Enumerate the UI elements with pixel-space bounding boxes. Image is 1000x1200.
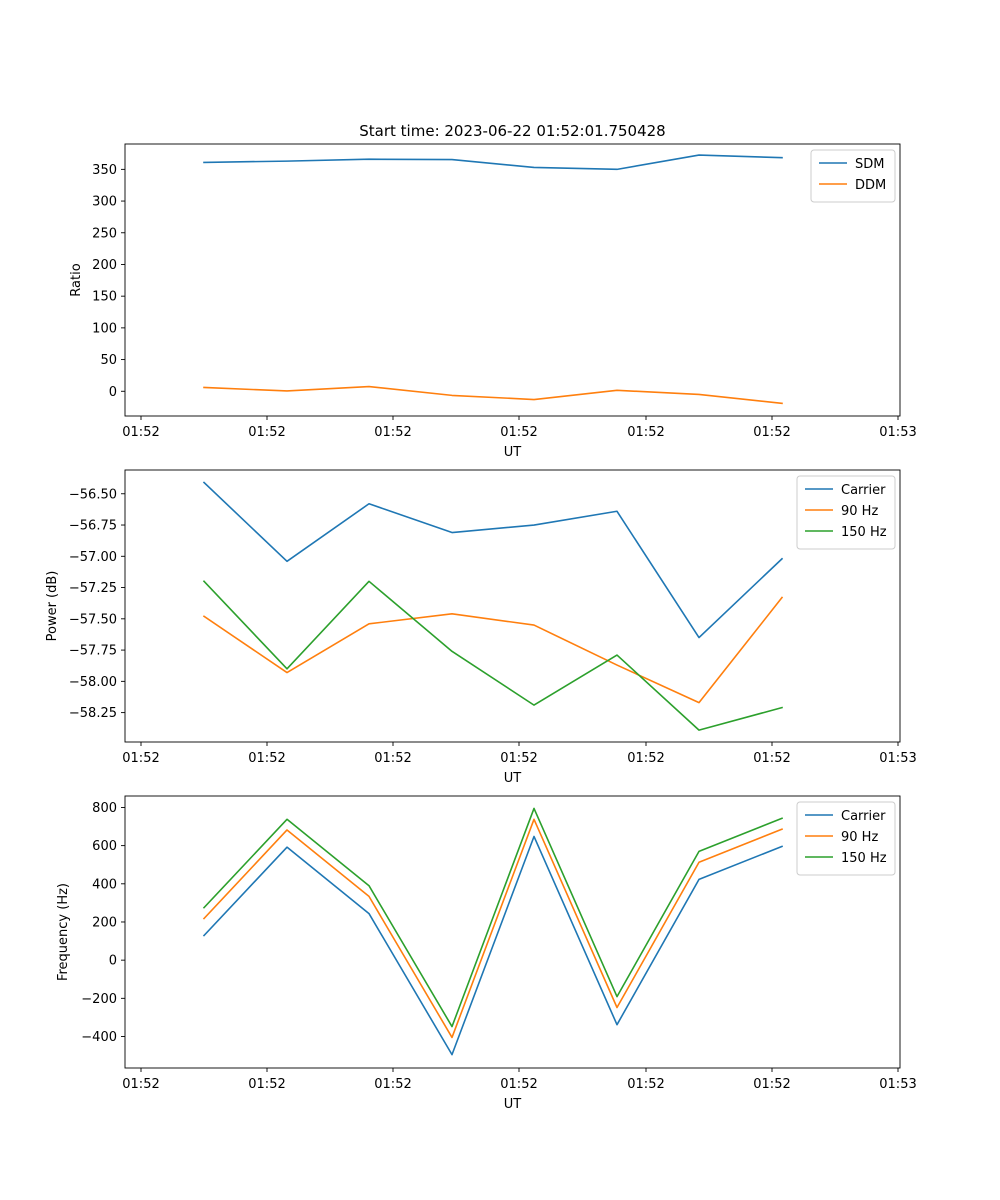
- x-tick-label: 01:52: [122, 1077, 159, 1092]
- x-tick-label: 01:52: [753, 751, 790, 766]
- legend-label: 90 Hz: [841, 504, 878, 519]
- y-tick-label: 200: [92, 915, 117, 930]
- x-tick-label: 01:52: [500, 751, 537, 766]
- x-tick-label: 01:52: [248, 425, 285, 440]
- y-tick-label: −200: [81, 992, 117, 1007]
- y-tick-label: 0: [109, 385, 117, 400]
- panels: 01:52 01:52 01:52 01:52 01:52 01:52 01:53 0 50 10…: [45, 143, 917, 1112]
- y-tick-label: −57.25: [69, 581, 117, 596]
- x-tick-label: 01:52: [374, 1077, 411, 1092]
- legend: Carrier 90 Hz 150 Hz: [796, 801, 896, 876]
- x-tick-label: 01:52: [753, 425, 790, 440]
- x-axis-label: UT: [504, 445, 522, 460]
- y-axis-label: Ratio: [69, 263, 84, 296]
- legend-label: DDM: [855, 178, 886, 193]
- y-tick-label: 0: [109, 954, 117, 969]
- y-tick-label: 300: [92, 195, 117, 210]
- legend-label: 150 Hz: [841, 851, 887, 866]
- plot-frame: [124, 469, 901, 743]
- y-tick-label: −400: [81, 1030, 117, 1045]
- x-tick-label: 01:52: [627, 425, 664, 440]
- series-line-150-hz: [202, 807, 784, 1028]
- y-axis-label: Power (dB): [45, 571, 60, 642]
- x-tick-label: 01:52: [627, 1077, 664, 1092]
- x-tick-label: 01:52: [627, 751, 664, 766]
- y-tick-label: 150: [92, 290, 117, 305]
- x-tick-label: 01:52: [500, 425, 537, 440]
- y-tick-label: −56.50: [69, 487, 117, 502]
- x-tick-label: 01:52: [248, 1077, 285, 1092]
- y-tick-label: −56.75: [69, 519, 117, 534]
- series-line-carrier: [202, 835, 784, 1056]
- y-tick-label: −57.00: [69, 550, 117, 565]
- series-line-150-hz: [202, 580, 783, 731]
- y-tick-label: 250: [92, 226, 117, 241]
- series-line-sdm: [203, 154, 783, 171]
- y-tick-label: 800: [92, 801, 117, 816]
- legend: SDM DDM: [810, 149, 896, 203]
- x-tick-label: 01:52: [374, 425, 411, 440]
- x-axis-label: UT: [504, 1097, 522, 1112]
- y-tick-label: 50: [100, 353, 117, 368]
- x-tick-label: 01:52: [374, 751, 411, 766]
- y-tick-label: 600: [92, 839, 117, 854]
- x-tick-label: 01:52: [122, 425, 159, 440]
- figure-title: Start time: 2023-06-22 01:52:01.750428: [359, 122, 665, 140]
- y-tick-label: −57.75: [69, 644, 117, 659]
- plot-frame: [124, 143, 901, 417]
- series-line-ddm: [203, 385, 783, 405]
- x-tick-label: 01:52: [500, 1077, 537, 1092]
- y-tick-label: −57.50: [69, 612, 117, 627]
- y-tick-label: 100: [92, 321, 117, 336]
- chart-panel-2: 01:52 01:52 01:52 01:52 01:52 01:52 01:53 −56.5…: [45, 469, 917, 786]
- x-axis-label: UT: [504, 771, 522, 786]
- x-tick-label: 01:53: [879, 1077, 916, 1092]
- legend-label: Carrier: [841, 809, 886, 824]
- y-tick-label: −58.25: [69, 706, 117, 721]
- x-tick-label: 01:53: [879, 425, 916, 440]
- series-line-90-hz: [202, 596, 784, 704]
- y-tick-label: 400: [92, 877, 117, 892]
- legend-label: Carrier: [841, 483, 886, 498]
- x-tick-label: 01:52: [753, 1077, 790, 1092]
- y-tick-label: 200: [92, 258, 117, 273]
- legend: Carrier 90 Hz 150 Hz: [796, 475, 896, 550]
- y-axis-label: Frequency (Hz): [56, 883, 71, 981]
- chart-panel-1: 01:52 01:52 01:52 01:52 01:52 01:52 01:53 0 50 10…: [69, 143, 917, 460]
- x-tick-label: 01:53: [879, 751, 916, 766]
- x-tick-label: 01:52: [122, 751, 159, 766]
- y-tick-label: −58.00: [69, 675, 117, 690]
- series-line-carrier: [202, 481, 784, 639]
- series-line-90-hz: [202, 818, 784, 1039]
- legend-label: 150 Hz: [841, 525, 887, 540]
- x-tick-label: 01:52: [248, 751, 285, 766]
- legend-label: 90 Hz: [841, 830, 878, 845]
- chart-panel-3: 01:52 01:52 01:52 01:52 01:52 01:52 01:53 −400 −…: [56, 795, 917, 1112]
- legend-label: SDM: [855, 157, 884, 172]
- y-tick-label: 350: [92, 163, 117, 178]
- plot-frame: [124, 795, 901, 1069]
